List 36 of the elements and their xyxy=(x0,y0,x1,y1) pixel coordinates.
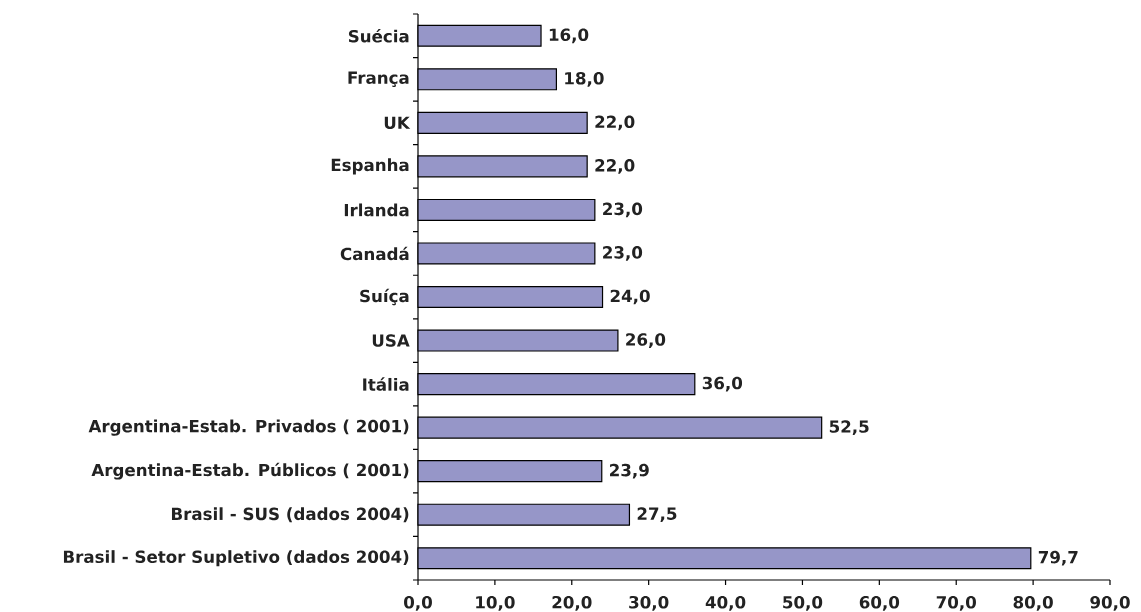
x-tick-label: 30,0 xyxy=(629,595,669,611)
x-tick-label: 90,0 xyxy=(1090,595,1130,611)
y-tick-label: Suíça xyxy=(360,288,409,306)
y-tick-label: Argentina-Estab. Privados ( 2001) xyxy=(88,419,409,436)
y-tick-label: Canadá xyxy=(340,246,409,261)
y-tick-label: França xyxy=(348,71,409,88)
y-tick-label: Espanha xyxy=(331,158,409,175)
data-label: 23,0 xyxy=(603,202,643,218)
y-tick-label: Argentina-Estab. Públicos ( 2001) xyxy=(91,462,409,480)
data-label: 18,0 xyxy=(565,71,604,87)
y-tick-label: Suécia xyxy=(348,29,409,43)
y-tick-label: Brasil - Setor Supletivo (dados 2004) xyxy=(63,550,409,567)
y-tick-label: Irlanda xyxy=(344,203,409,217)
x-tick-label: 20,0 xyxy=(552,595,592,611)
y-tick-label: USA xyxy=(372,334,410,347)
data-label: 22,0 xyxy=(595,115,635,131)
data-label: 36,0 xyxy=(702,376,743,392)
y-tick-label: UK xyxy=(384,116,411,130)
y-tick-label: Itália xyxy=(363,377,409,391)
x-tick-label: 0,0 xyxy=(404,595,432,611)
data-label: 22,0 xyxy=(595,159,635,174)
y-tick-label: Brasil - SUS (dados 2004) xyxy=(171,507,409,523)
x-tick-label: 80,0 xyxy=(1013,595,1053,611)
data-label: 16,0 xyxy=(549,28,589,44)
data-label: 23,9 xyxy=(610,463,649,479)
x-tick-label: 70,0 xyxy=(936,595,976,611)
data-label: 23,0 xyxy=(603,246,643,261)
data-label: 27,5 xyxy=(637,507,677,523)
x-tick-label: 60,0 xyxy=(859,595,900,611)
data-label: 24,0 xyxy=(610,289,650,305)
data-label: 52,5 xyxy=(829,420,869,435)
x-tick-label: 10,0 xyxy=(476,595,515,611)
x-tick-label: 50,0 xyxy=(783,595,823,611)
x-tick-label: 40,0 xyxy=(705,595,746,611)
data-label: 79,7 xyxy=(1038,550,1078,566)
data-label: 26,0 xyxy=(626,333,666,348)
